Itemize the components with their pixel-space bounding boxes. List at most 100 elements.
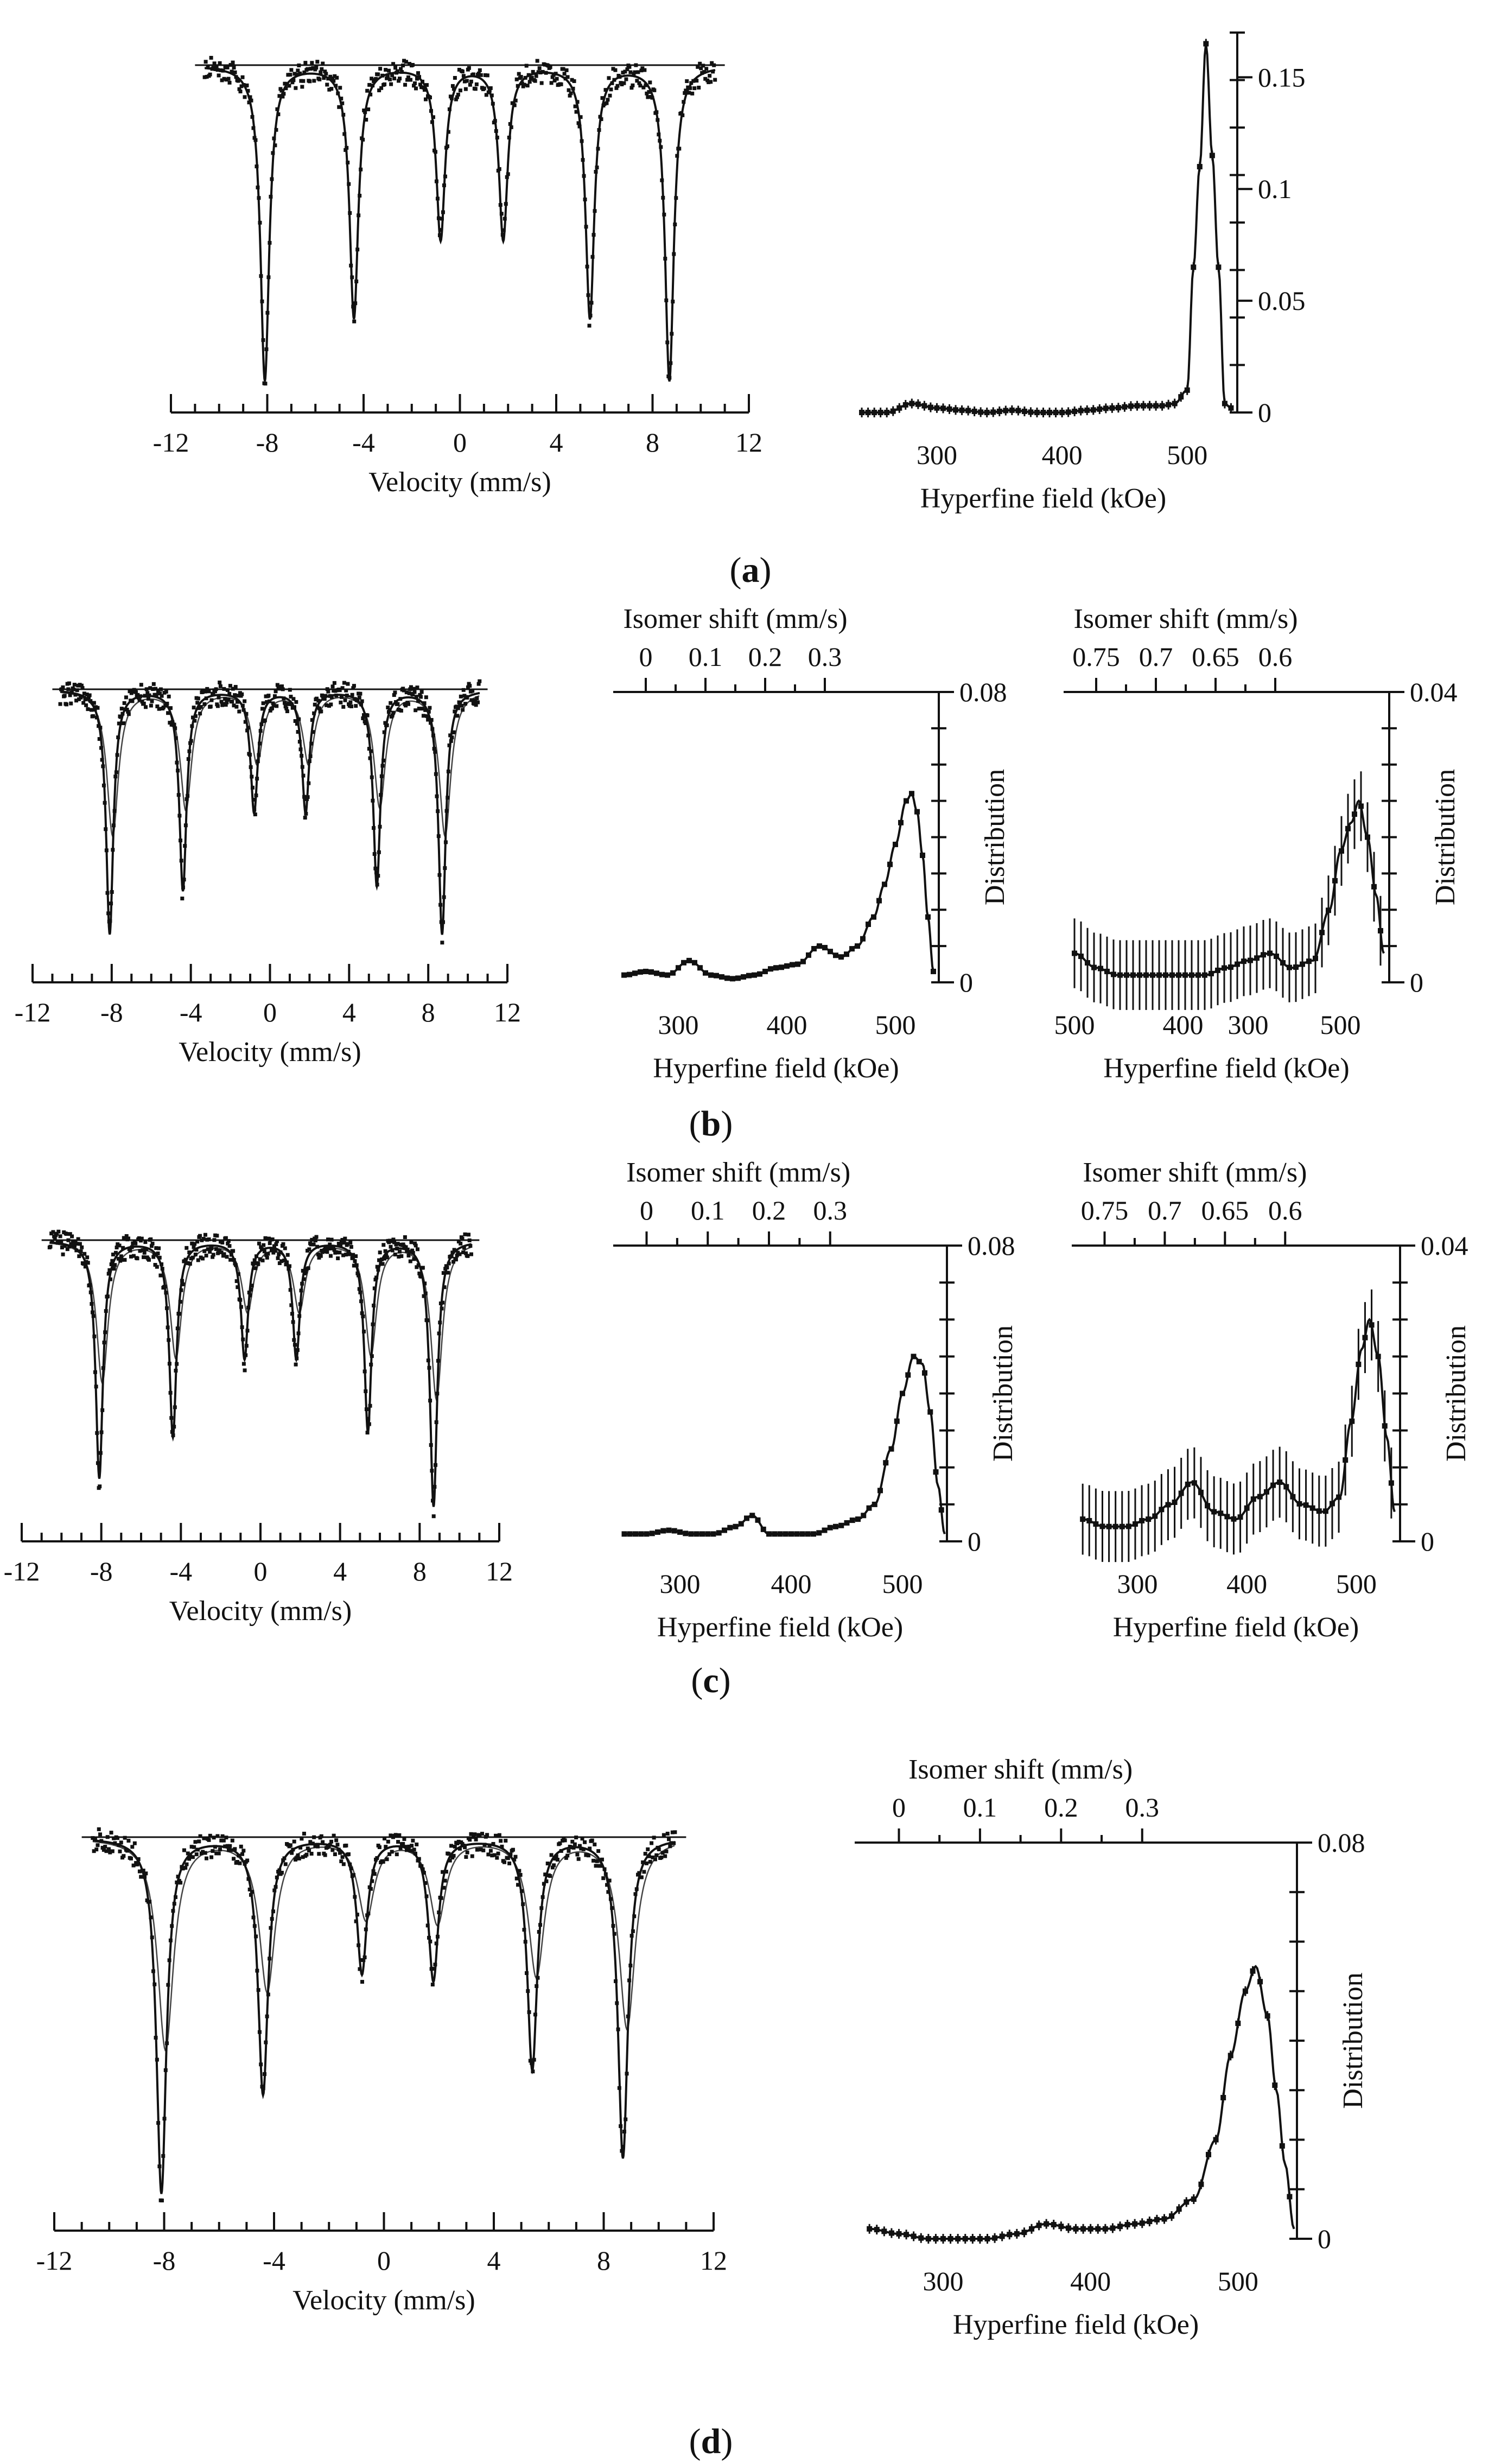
d-spectrum-point [97,1827,101,1831]
a-spectrum-point [412,84,416,88]
a-spectrum-point [535,59,539,63]
c-distribution-1-point [827,1525,833,1531]
a-spectrum-point [713,78,717,82]
a-spectrum-point [418,82,423,87]
c-spectrum-point [393,1252,397,1256]
a-distribution-point [859,410,865,415]
d-distribution-point [1065,2225,1071,2231]
b-distribution-1-point [632,970,638,976]
a-spectrum-point [374,77,378,81]
a-spectrum-point [448,94,453,99]
a-spectrum-point [393,66,398,70]
b-spectrum-point [167,694,171,698]
d-spectrum-point [599,1864,603,1868]
b-spectrum-point [404,690,409,695]
c-distribution-2-point [1237,1514,1243,1520]
a-spectrum-point [699,66,703,71]
a-spectrum-point [519,75,523,79]
a-spectrum-point [402,59,406,63]
b-spectrum-point [455,714,460,718]
a-distribution-point [1028,409,1034,415]
c-spectrum-point [268,1241,272,1246]
d-spectrum-point [115,1836,119,1840]
b-distribution-1-point [887,861,893,867]
d-spectrum-point [549,1853,554,1857]
b-spectrum-point [319,709,323,714]
d-distribution-point [1154,2217,1160,2222]
c-spectrum-point [375,1265,379,1269]
d-spectrum-point [577,1844,582,1848]
b-spectrum-point [144,705,148,709]
a-spectrum-point [224,78,228,82]
d-spectrum-point [401,1841,405,1846]
a-distribution-point [1159,403,1165,409]
c-spectrum-x-tick-label: -12 [4,1556,40,1586]
c-spectrum-point [62,1244,67,1248]
d-spectrum-point [590,1838,594,1843]
b-distribution-1-x-tick-label: 400 [767,1009,807,1040]
d-spectrum-point [558,1841,562,1845]
b-distribution-1-point [893,841,898,847]
b-spectrum-point [409,685,413,689]
c-distribution-1-point [788,1531,794,1537]
c-spectrum-point [464,1251,468,1255]
a-spectrum-point [639,68,644,73]
b-distribution-1-point [773,965,779,971]
a-spectrum-point [688,86,692,90]
d-spectrum-point [468,1838,472,1842]
a-distribution-point [1128,403,1134,409]
d-spectrum-point [412,1847,416,1852]
d-spectrum-point [651,1855,655,1859]
c-distribution-2-top-tick-label: 0.75 [1081,1195,1129,1225]
b-distribution-1-point [714,973,719,979]
c-spectrum-point [461,1250,466,1254]
c-distribution-2-point [1159,1507,1165,1513]
b-spectrum-point [65,702,69,707]
b-distribution-1-point [882,881,887,887]
d-spectrum-point [129,1856,133,1860]
d-spectrum-point [490,1853,494,1858]
d-spectrum-point [464,1855,468,1859]
a-spectrum-point [332,79,336,83]
c-spectrum-point [195,1240,200,1244]
a-spectrum-point [338,86,342,90]
c-spectrum-point [120,1258,124,1262]
b-distribution-2-point [1319,930,1325,936]
d-spectrum-point [352,1873,356,1877]
c-distribution-1-point [805,1531,811,1537]
b-spectrum-point [344,688,348,693]
b-spectrum-point [158,691,162,696]
c-distribution-2-point [1322,1508,1328,1514]
a-spectrum-point [637,81,641,85]
c-spectrum-point [397,1254,401,1259]
c-spectrum-point [285,1253,290,1257]
d-spectrum-point [543,1872,548,1877]
b-spectrum-point [451,730,456,734]
d-spectrum-point [668,1844,672,1849]
b-spectrum-point [271,701,275,706]
d-spectrum-point [443,1878,447,1883]
a-spectrum-point [406,75,411,79]
c-distribution-2-top-tick-label: 0.65 [1201,1195,1249,1225]
a-spectrum-point [364,118,368,122]
c-distribution-2-point [1270,1482,1276,1488]
d-spectrum-point [580,1837,584,1841]
a-distribution-point [1216,264,1222,270]
b-distribution-1-point [811,946,817,952]
a-distribution-point [1065,409,1071,415]
a-spectrum-point [325,82,329,87]
a-spectrum-point [277,94,282,98]
b-spectrum-point [341,704,346,709]
c-spectrum-point [131,1254,136,1258]
d-distribution-point [1132,2221,1138,2227]
b-spectrum-point [150,699,154,703]
d-spectrum-point [183,1866,188,1870]
b-distribution-2-point [1202,972,1207,978]
d-spectrum-point [211,1849,215,1853]
a-distribution-point [1084,407,1090,413]
b-distribution-2-point [1117,972,1123,978]
c-spectrum-point [384,1253,389,1258]
a-spectrum-point [484,93,488,97]
a-spectrum-point [548,65,552,69]
c-spectrum-point [350,1256,354,1260]
